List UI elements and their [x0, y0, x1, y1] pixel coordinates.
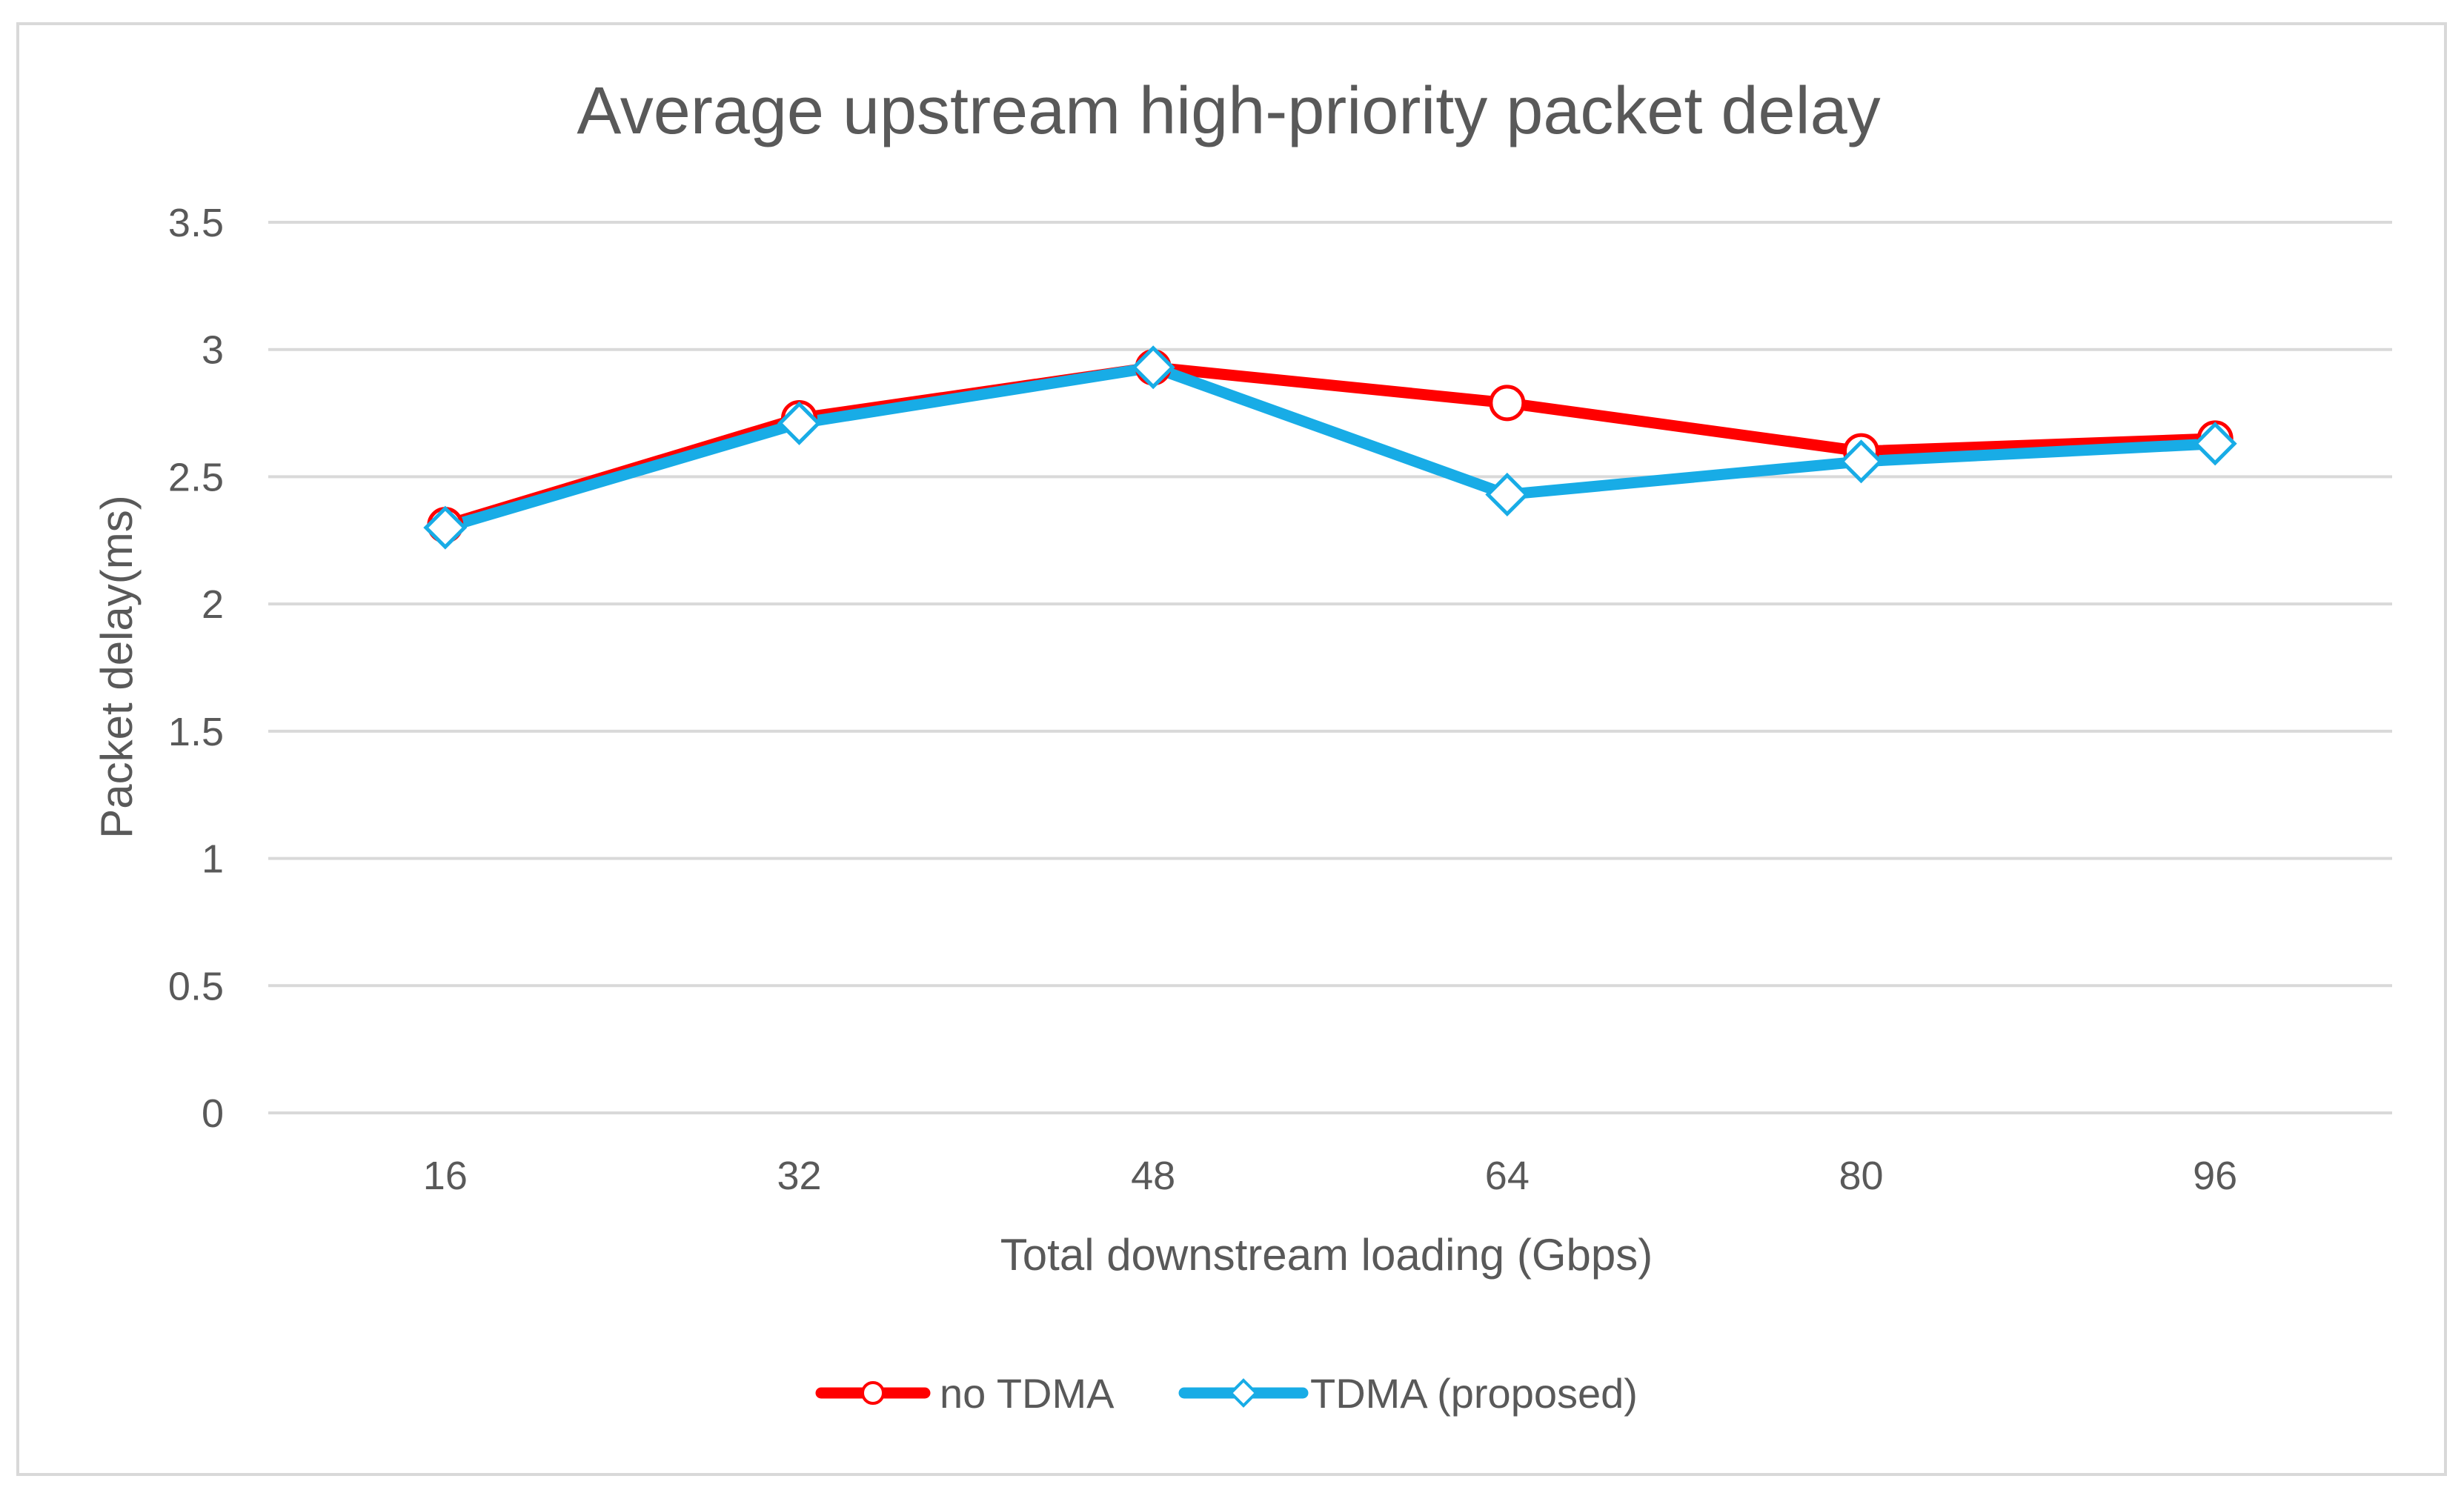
x-tick-label: 64	[1485, 1154, 1530, 1198]
legend-label: no TDMA	[940, 1370, 1115, 1417]
gridlines	[268, 221, 2392, 1114]
data-point-tdma-proposed	[1131, 345, 1175, 390]
x-tick-label: 16	[423, 1154, 468, 1198]
legend-marker-circle-icon	[861, 1381, 885, 1405]
data-point-tdma-proposed	[1485, 472, 1530, 517]
legend-marker-diamond-icon	[1229, 1378, 1258, 1408]
y-tick-label: 2	[202, 582, 224, 627]
y-tick-label: 3	[202, 328, 224, 373]
y-tick-label: 1	[202, 837, 224, 882]
y-axis-ticks: 0 0.5 1 1.5 2 2.5 3 3.5	[168, 201, 224, 1136]
series-line-tdma-proposed	[439, 362, 2221, 533]
y-tick-label: 0.5	[168, 964, 224, 1008]
series-lines	[439, 362, 2221, 533]
data-point-tdma-proposed	[423, 505, 468, 550]
legend: no TDMA TDMA (proposed)	[815, 1370, 1638, 1417]
data-point-tdma-proposed	[777, 401, 822, 445]
x-tick-label: 48	[1131, 1154, 1175, 1198]
x-tick-label: 80	[1839, 1154, 1883, 1198]
x-tick-label: 96	[2193, 1154, 2237, 1198]
x-axis-title: Total downstream loading (Gbps)	[1000, 1230, 1653, 1280]
data-point-tdma-proposed	[2193, 422, 2237, 466]
x-axis-ticks: 16 32 48 64 80 96	[423, 1154, 2237, 1198]
series-markers	[423, 345, 2237, 550]
y-tick-label: 1.5	[168, 710, 224, 754]
y-tick-label: 0	[202, 1091, 224, 1136]
data-point-tdma-proposed	[1839, 439, 1884, 484]
y-axis-title: Packet delay(ms)	[92, 495, 142, 838]
y-tick-label: 2.5	[168, 455, 224, 499]
legend-label: TDMA (proposed)	[1310, 1370, 1638, 1417]
chart-title: Average upstream high-priority packet de…	[577, 74, 1880, 148]
chart-frame	[16, 22, 2447, 1476]
data-point-no-tdma	[1489, 385, 1526, 422]
y-tick-label: 3.5	[168, 201, 224, 245]
x-tick-label: 32	[777, 1154, 821, 1198]
